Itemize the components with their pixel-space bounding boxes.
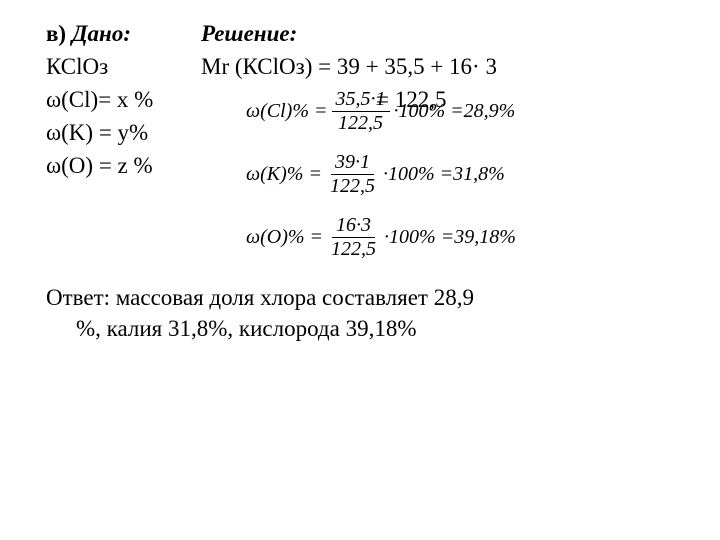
eq-o-frac: 16·3 122,5	[327, 215, 380, 260]
answer-line2: %, калия 31,8%, кислорода 39,18%	[46, 313, 690, 344]
answer-block: Ответ: массовая доля хлора составляет 28…	[46, 282, 690, 344]
eq-k-lhs: ω(K)% =	[246, 161, 322, 188]
eq-o-res: 39,18%	[454, 224, 516, 251]
eq-k-num: 39·1	[331, 152, 374, 175]
eq-k-den: 122,5	[326, 175, 379, 197]
w-o: ω(O) = z %	[46, 150, 201, 181]
eq-cl-den: 122,5	[334, 112, 387, 134]
eq-o: ω(O)% = 16·3 122,5 ·100% = 39,18%	[246, 215, 690, 260]
eq-cl-lhs: ω(Cl)% =	[246, 98, 328, 125]
w-cl: ω(Cl)= x %	[46, 84, 201, 115]
eq-o-lhs: ω(O)% =	[246, 224, 323, 251]
part-label: в)	[46, 21, 72, 46]
eq-o-num: 16·3	[332, 215, 375, 238]
header-row: в) Дано: Решение:	[46, 18, 690, 49]
eq-k-mid: ·100% =	[383, 161, 453, 188]
substance: КСlOз	[46, 51, 201, 82]
eq-o-den: 122,5	[327, 238, 380, 260]
row-substance-mr: КСlOз Mr (КСlOз) = 39 + 35,5 + 16· 3	[46, 51, 690, 82]
eq-cl-num: 35,5·1	[332, 89, 390, 112]
document-page: в) Дано: Решение: КСlOз Mr (КСlOз) = 39 …	[0, 0, 720, 344]
w-k: ω(K) = y%	[46, 117, 201, 148]
eq-cl-frac: 35,5·1 122,5	[332, 89, 390, 134]
eq-o-mid: ·100% =	[384, 224, 454, 251]
solution-label: Решение:	[201, 18, 297, 49]
eq-k-frac: 39·1 122,5	[326, 152, 379, 197]
eq-cl: ω(Cl)% = 35,5·1 122,5 ·100% = 28,9%	[246, 89, 690, 134]
eq-k: ω(K)% = 39·1 122,5 ·100% = 31,8%	[246, 152, 690, 197]
answer-line1: Ответ: массовая доля хлора составляет 28…	[46, 282, 690, 313]
eq-k-res: 31,8%	[453, 161, 505, 188]
given-header: в) Дано:	[46, 18, 201, 49]
equations-block: ω(Cl)% = 35,5·1 122,5 ·100% = 28,9% ω(K)…	[246, 187, 690, 260]
eq-cl-res: 28,9%	[464, 98, 516, 125]
mr-expression: Mr (КСlOз) = 39 + 35,5 + 16· 3	[201, 51, 497, 82]
eq-cl-mid: ·100% =	[394, 98, 464, 125]
given-label: Дано:	[72, 21, 131, 46]
